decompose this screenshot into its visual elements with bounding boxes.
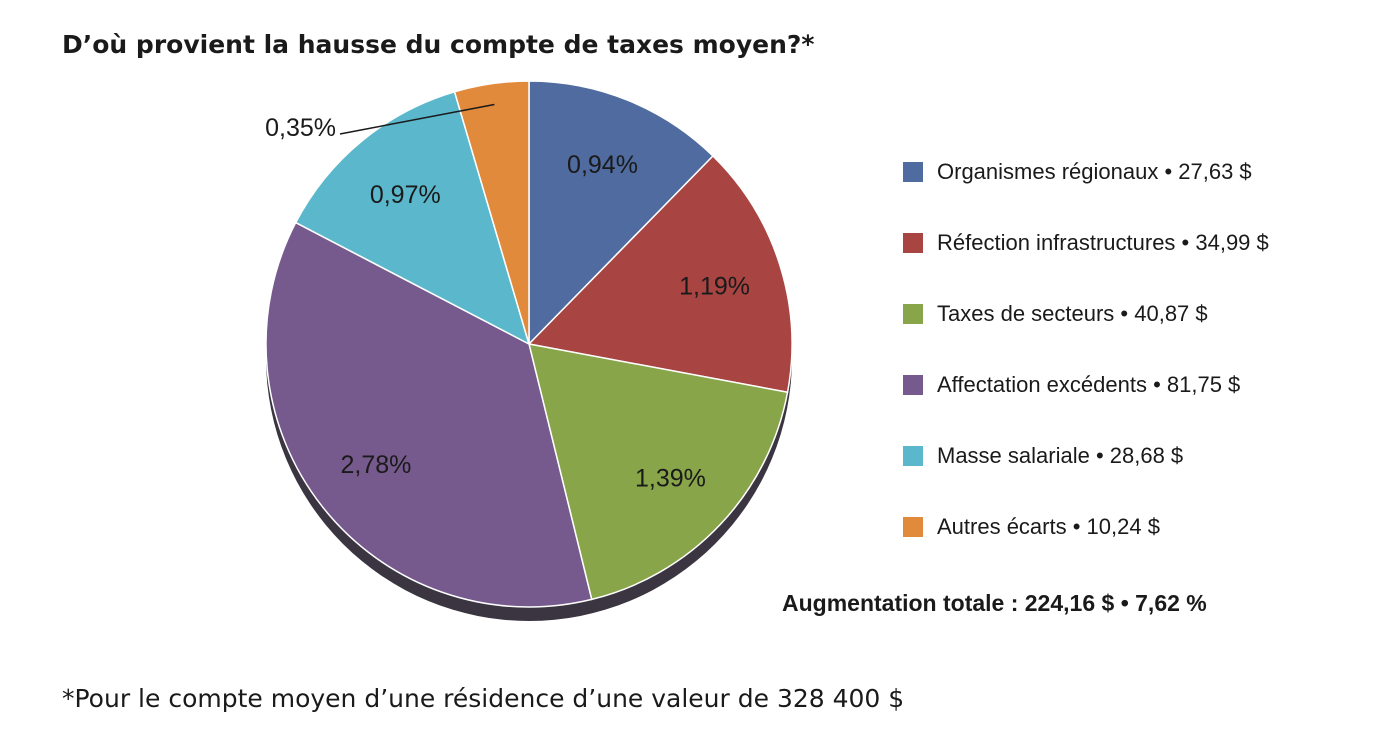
legend-label: Réfection infrastructures • 34,99 $	[937, 229, 1269, 255]
pie-slice-3	[265, 221, 593, 608]
legend-item-taxes-de-secteurs: Taxes de secteurs • 40,87 $	[903, 278, 1269, 349]
chart-title: D’où provient la hausse du compte de tax…	[62, 30, 815, 59]
legend-item-organismes-regionaux: Organismes régionaux • 27,63 $	[903, 136, 1269, 207]
pie-slice-4	[294, 90, 531, 346]
legend-item-masse-salariale: Masse salariale • 28,68 $	[903, 420, 1269, 491]
slice-label-0: 0,94%	[567, 151, 638, 179]
legend-label: Affectation excédents • 81,75 $	[937, 371, 1241, 397]
leader-line	[339, 103, 495, 135]
total-increase: Augmentation totale : 224,16 $ • 7,62 %	[782, 590, 1207, 616]
legend-label: Taxes de secteurs • 40,87 $	[937, 300, 1208, 326]
pie-slice-1	[527, 154, 793, 394]
legend-swatch	[903, 161, 923, 182]
footnote: *Pour le compte moyen d’une résidence d’…	[62, 684, 905, 713]
slice-label-4: 0,97%	[370, 181, 441, 209]
legend-label: Organismes régionaux • 27,63 $	[937, 158, 1252, 184]
legend-label: Masse salariale • 28,68 $	[937, 442, 1184, 468]
legend: Organismes régionaux • 27,63 $ Réfection…	[903, 136, 1269, 562]
pie-slice-0	[528, 80, 714, 346]
pie-slice-5	[453, 80, 530, 345]
legend-item-autres-ecarts: Autres écarts • 10,24 $	[903, 491, 1269, 562]
legend-swatch	[903, 303, 923, 324]
legend-swatch	[903, 445, 923, 466]
slice-label-2: 1,39%	[635, 465, 706, 493]
legend-label: Autres écarts • 10,24 $	[937, 513, 1160, 539]
legend-item-refection-infrastructures: Réfection infrastructures • 34,99 $	[903, 207, 1269, 278]
slice-label-5: 0,35%	[265, 114, 336, 142]
pie-slice-2	[527, 343, 789, 601]
legend-swatch	[903, 232, 923, 253]
slice-label-1: 1,19%	[679, 272, 750, 300]
slice-label-3: 2,78%	[341, 451, 412, 479]
legend-item-affectation-excedents: Affectation excédents • 81,75 $	[903, 349, 1269, 420]
legend-swatch	[903, 374, 923, 395]
legend-swatch	[903, 516, 923, 537]
